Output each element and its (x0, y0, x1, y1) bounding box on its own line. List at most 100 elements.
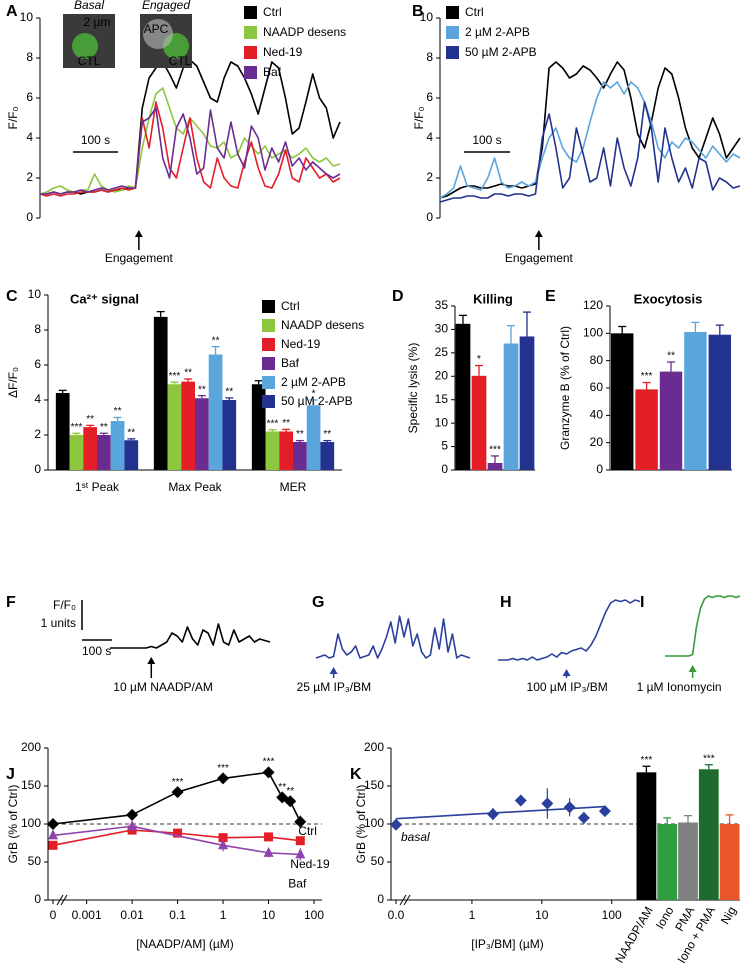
arrow-head (329, 667, 338, 674)
arrow-head (534, 230, 543, 237)
y-tick-label: 120 (583, 298, 603, 312)
point (541, 797, 554, 810)
series-label: Ned-19 (290, 857, 330, 871)
y-tick-label: 0 (377, 892, 384, 906)
y-tick-label: 4 (426, 130, 433, 144)
point (295, 848, 306, 859)
stimulus-label: 100 µM IP₃/BM (527, 680, 608, 694)
axis-break (399, 894, 407, 906)
bar (503, 343, 519, 470)
significance: *** (267, 418, 279, 429)
bar (55, 393, 70, 470)
panel-letter: H (500, 594, 512, 611)
panel-letter: K (350, 766, 362, 783)
trace (40, 107, 341, 195)
panel-title: Killing (473, 291, 513, 306)
significance: *** (641, 755, 653, 766)
bar (708, 334, 732, 470)
y-tick-label: 20 (590, 435, 604, 449)
x-tick-label: 100 (304, 908, 324, 922)
y-tick-label: 30 (435, 322, 449, 336)
bar (167, 384, 182, 470)
event-label: Engagement (105, 251, 174, 265)
x-tick-label: 1 (469, 908, 476, 922)
x-tick-label: 0.01 (120, 908, 144, 922)
point (218, 839, 229, 850)
panel-letter: D (392, 288, 404, 305)
significance: *** (641, 371, 653, 382)
legend-label: 2 µM 2-APB (465, 25, 530, 39)
point (486, 808, 499, 821)
y-axis-label: GrB (% of Ctrl) (354, 785, 368, 864)
trace (110, 623, 271, 649)
stimulus-label: 10 µM NAADP/AM (113, 680, 213, 694)
y-tick-label: 6 (34, 357, 41, 371)
significance: *** (172, 777, 184, 788)
legend-label: NAADP desens (263, 25, 346, 39)
bar (487, 462, 503, 470)
y-tick-label: 50 (371, 854, 385, 868)
bar (610, 333, 634, 470)
legend-label: 50 µM 2-APB (281, 394, 353, 408)
y-axis-label: F/F₀ (412, 106, 426, 129)
significance: ** (184, 368, 192, 379)
panel-letter: E (545, 288, 556, 305)
point (514, 794, 527, 807)
legend-label: Baf (281, 356, 300, 370)
legend-label: Baf (263, 65, 282, 79)
point (262, 766, 275, 779)
x-tick-label: 10 (535, 908, 549, 922)
y-axis-label: Granzyme B (% of Ctrl) (558, 326, 572, 450)
bar (181, 381, 195, 470)
y-axis-label: F/F₀ (6, 106, 20, 129)
bar (657, 824, 678, 900)
point (294, 815, 307, 828)
y-tick-label: 6 (426, 90, 433, 104)
significance: *** (489, 445, 501, 456)
bar (279, 431, 293, 470)
bar (69, 435, 84, 470)
panel-title: Exocytosis (634, 291, 703, 306)
trace (40, 59, 341, 195)
y-tick-label: 4 (26, 130, 33, 144)
legend-label: 2 µM 2-APB (281, 375, 346, 389)
point (126, 808, 139, 821)
bar (195, 398, 209, 470)
legend-label: Ctrl (465, 5, 484, 19)
y-tick-label: 4 (34, 392, 41, 406)
bar (293, 442, 307, 470)
y-tick-label: 100 (21, 816, 41, 830)
point (263, 846, 274, 857)
y-tick-label: 10 (28, 287, 42, 301)
y-tick-label: 2 (34, 427, 41, 441)
significance: ** (198, 384, 206, 395)
scale-bar-label: 100 s (472, 133, 501, 147)
point (48, 840, 58, 850)
legend-swatch (262, 300, 275, 313)
y-tick-label: 15 (435, 392, 449, 406)
scale-bar-label: 1 units (41, 616, 76, 630)
scale-bar-label: 100 s (82, 644, 111, 658)
significance: * (477, 354, 481, 365)
y-tick-label: 200 (364, 740, 384, 754)
legend-swatch (262, 376, 275, 389)
y-tick-label: 200 (21, 740, 41, 754)
point (173, 828, 183, 838)
bar (265, 431, 280, 470)
x-tick-label: 0.1 (169, 908, 186, 922)
significance: ** (114, 406, 122, 417)
x-axis-label: [NAADP/AM] (µM) (136, 937, 234, 951)
significance: ** (667, 351, 675, 362)
point (390, 818, 402, 831)
bar (110, 421, 125, 470)
y-tick-label: 2 (26, 170, 33, 184)
significance: ** (296, 429, 304, 440)
bar (659, 371, 683, 470)
scale-bar-label: 100 s (81, 133, 110, 147)
legend-swatch (446, 46, 459, 59)
point (217, 772, 230, 785)
inset-apc (143, 19, 173, 49)
x-tick-label: Max Peak (168, 480, 222, 494)
bar (698, 769, 719, 900)
legend-swatch (446, 26, 459, 39)
